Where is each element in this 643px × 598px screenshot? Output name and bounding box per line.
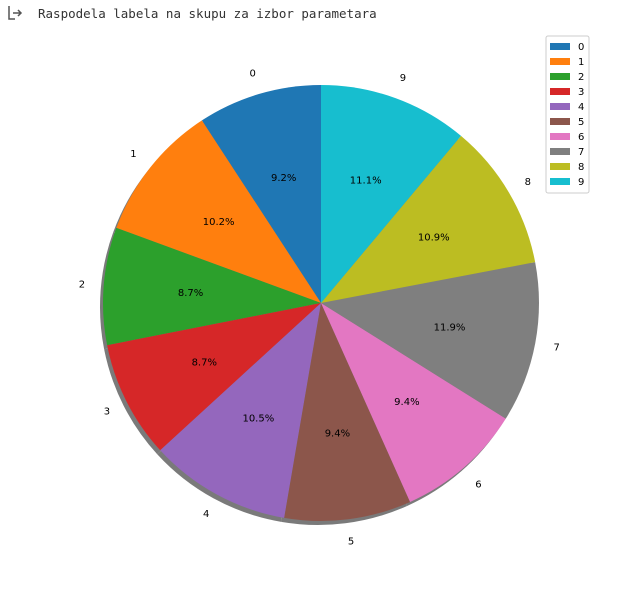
- output-header: Raspodela labela na skupu za izbor param…: [6, 4, 377, 22]
- category-label-5: 5: [348, 536, 354, 547]
- output-title: Raspodela labela na skupu za izbor param…: [38, 5, 377, 21]
- pie-slice-7: [321, 262, 539, 419]
- category-label-3: 3: [104, 407, 110, 418]
- category-label-1: 1: [130, 149, 136, 160]
- output-arrow-icon[interactable]: [6, 4, 24, 22]
- legend-swatch-3: [550, 88, 570, 95]
- percent-label-2: 8.7%: [178, 288, 203, 299]
- pie-slice-1: [116, 120, 321, 303]
- category-label-9: 9: [400, 73, 406, 84]
- legend-swatch-7: [550, 148, 570, 155]
- pie-slice-8: [321, 135, 536, 303]
- category-label-7: 7: [554, 343, 560, 354]
- legend-swatch-9: [550, 178, 570, 185]
- percent-label-3: 8.7%: [192, 358, 217, 369]
- pie-slice-4: [160, 303, 321, 518]
- legend-swatch-0: [550, 43, 570, 50]
- legend-swatch-8: [550, 163, 570, 170]
- legend-swatch-1: [550, 58, 570, 65]
- pie-slice-9: [321, 85, 462, 303]
- percent-label-0: 9.2%: [271, 173, 296, 184]
- category-labels: 0 1 2 3 4 5 6 7 8 9: [79, 69, 560, 548]
- pie-slice-2: [103, 227, 322, 346]
- category-label-2: 2: [79, 280, 85, 291]
- legend-label-8: 8: [578, 162, 584, 173]
- percent-label-4: 10.5%: [242, 413, 274, 424]
- pie-slice-3: [107, 303, 321, 451]
- legend-label-2: 2: [578, 72, 584, 83]
- legend-label-1: 1: [578, 57, 584, 68]
- legend-label-0: 0: [578, 42, 584, 53]
- category-label-0: 0: [249, 69, 255, 80]
- legend-label-4: 4: [578, 102, 584, 113]
- pie-slices: [103, 85, 539, 522]
- legend-label-7: 7: [578, 147, 584, 158]
- category-label-8: 8: [525, 177, 531, 188]
- pie-slice-5: [284, 303, 411, 522]
- pie-slice-0: [201, 85, 321, 303]
- percent-labels: 9.2% 10.2% 8.7% 8.7% 10.5% 9.4% 9.4% 11.9% 10.9%…: [178, 173, 466, 439]
- pie-slice-6: [321, 303, 506, 502]
- category-label-4: 4: [203, 509, 209, 520]
- category-label-6: 6: [475, 479, 481, 490]
- legend-swatch-6: [550, 133, 570, 140]
- legend-label-5: 5: [578, 117, 584, 128]
- percent-label-5: 9.4%: [325, 428, 350, 439]
- percent-label-1: 10.2%: [203, 217, 235, 228]
- percent-label-8: 10.9%: [418, 232, 450, 243]
- percent-label-9: 11.1%: [350, 176, 382, 187]
- legend-label-3: 3: [578, 87, 584, 98]
- legend: 0 1 2 3 4 5 6 7 8 9: [545, 35, 590, 194]
- legend-swatch-5: [550, 118, 570, 125]
- legend-swatch-4: [550, 103, 570, 110]
- percent-label-7: 11.9%: [434, 323, 466, 334]
- percent-label-6: 9.4%: [394, 397, 419, 408]
- legend-swatch-2: [550, 73, 570, 80]
- legend-label-6: 6: [578, 132, 584, 143]
- legend-label-9: 9: [578, 177, 584, 188]
